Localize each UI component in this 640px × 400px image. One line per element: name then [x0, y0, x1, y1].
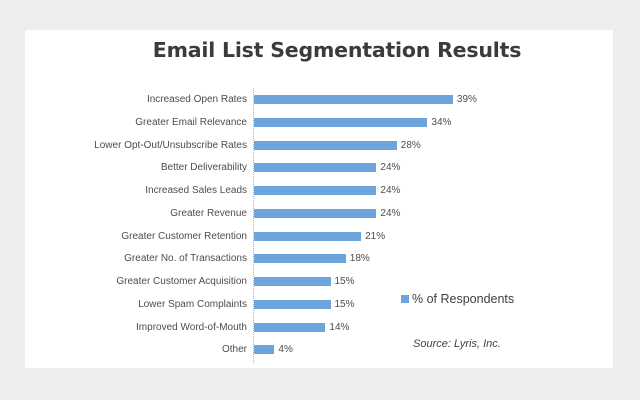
value-label: 15%	[334, 276, 355, 287]
value-label: 24%	[380, 207, 401, 219]
legend-label: % of Respondents	[412, 292, 515, 306]
category-label: Lower Spam Complaints	[138, 298, 247, 310]
bar	[254, 208, 377, 218]
bar-row: Lower Opt-Out/Unsubscribe Rates 28%	[0, 139, 640, 153]
bar-row: Other 4%	[0, 343, 640, 357]
bar-row: Greater Customer Retention 21%	[0, 230, 640, 244]
chart-title: Email List Segmentation Results	[152, 38, 522, 62]
legend: % of Respondents	[401, 291, 514, 307]
value-label: 4%	[278, 344, 293, 356]
bar-row: Greater Customer Acquisition 15%	[0, 275, 640, 289]
category-label: Lower Opt-Out/Unsubscribe Rates	[94, 139, 247, 151]
bar	[254, 322, 326, 332]
value-label: 14%	[329, 321, 350, 333]
bar	[254, 277, 331, 286]
bar	[254, 140, 397, 150]
bar-row: Increased Sales Leads 24%	[0, 184, 640, 198]
source-note: Source: Lyris, Inc.	[413, 338, 501, 350]
category-label: Greater Revenue	[170, 207, 247, 219]
legend-swatch-icon	[401, 295, 409, 303]
chart-panel	[25, 30, 613, 368]
value-label: 28%	[400, 139, 421, 151]
bar	[254, 299, 331, 309]
bar	[254, 117, 428, 127]
value-label: 15%	[334, 298, 355, 310]
bar	[254, 95, 453, 104]
bar-row: Greater Email Relevance 34%	[0, 116, 640, 130]
bar	[254, 186, 377, 195]
value-label: 24%	[380, 185, 401, 196]
category-label: Increased Sales Leads	[145, 185, 247, 196]
category-label: Better Deliverability	[160, 162, 247, 174]
category-label: Greater Customer Retention	[121, 230, 247, 242]
category-label: Greater Customer Acquisition	[116, 276, 247, 287]
bar-row: Better Deliverability 24%	[0, 161, 640, 175]
bar	[254, 345, 275, 355]
value-label: 39%	[456, 94, 477, 105]
category-label: Greater No. of Transactions	[124, 253, 247, 265]
value-label: 34%	[431, 116, 452, 128]
bar	[254, 231, 362, 241]
category-label: Improved Word-of-Mouth	[136, 321, 247, 333]
bar	[254, 163, 377, 173]
value-label: 24%	[380, 162, 401, 174]
bar-row: Greater No. of Transactions 18%	[0, 252, 640, 266]
bar	[254, 254, 346, 264]
value-label: 21%	[365, 230, 386, 242]
value-label: 18%	[349, 253, 370, 265]
category-axis-line	[253, 88, 254, 363]
category-label: Other	[221, 344, 247, 356]
bar-row: Increased Open Rates 39%	[0, 93, 640, 107]
category-label: Greater Email Relevance	[135, 116, 247, 128]
bar-row: Improved Word-of-Mouth 14%	[0, 321, 640, 335]
category-label: Increased Open Rates	[146, 94, 247, 105]
bar-row: Lower Spam Complaints 15%	[0, 298, 640, 312]
bar-row: Greater Revenue 24%	[0, 207, 640, 221]
